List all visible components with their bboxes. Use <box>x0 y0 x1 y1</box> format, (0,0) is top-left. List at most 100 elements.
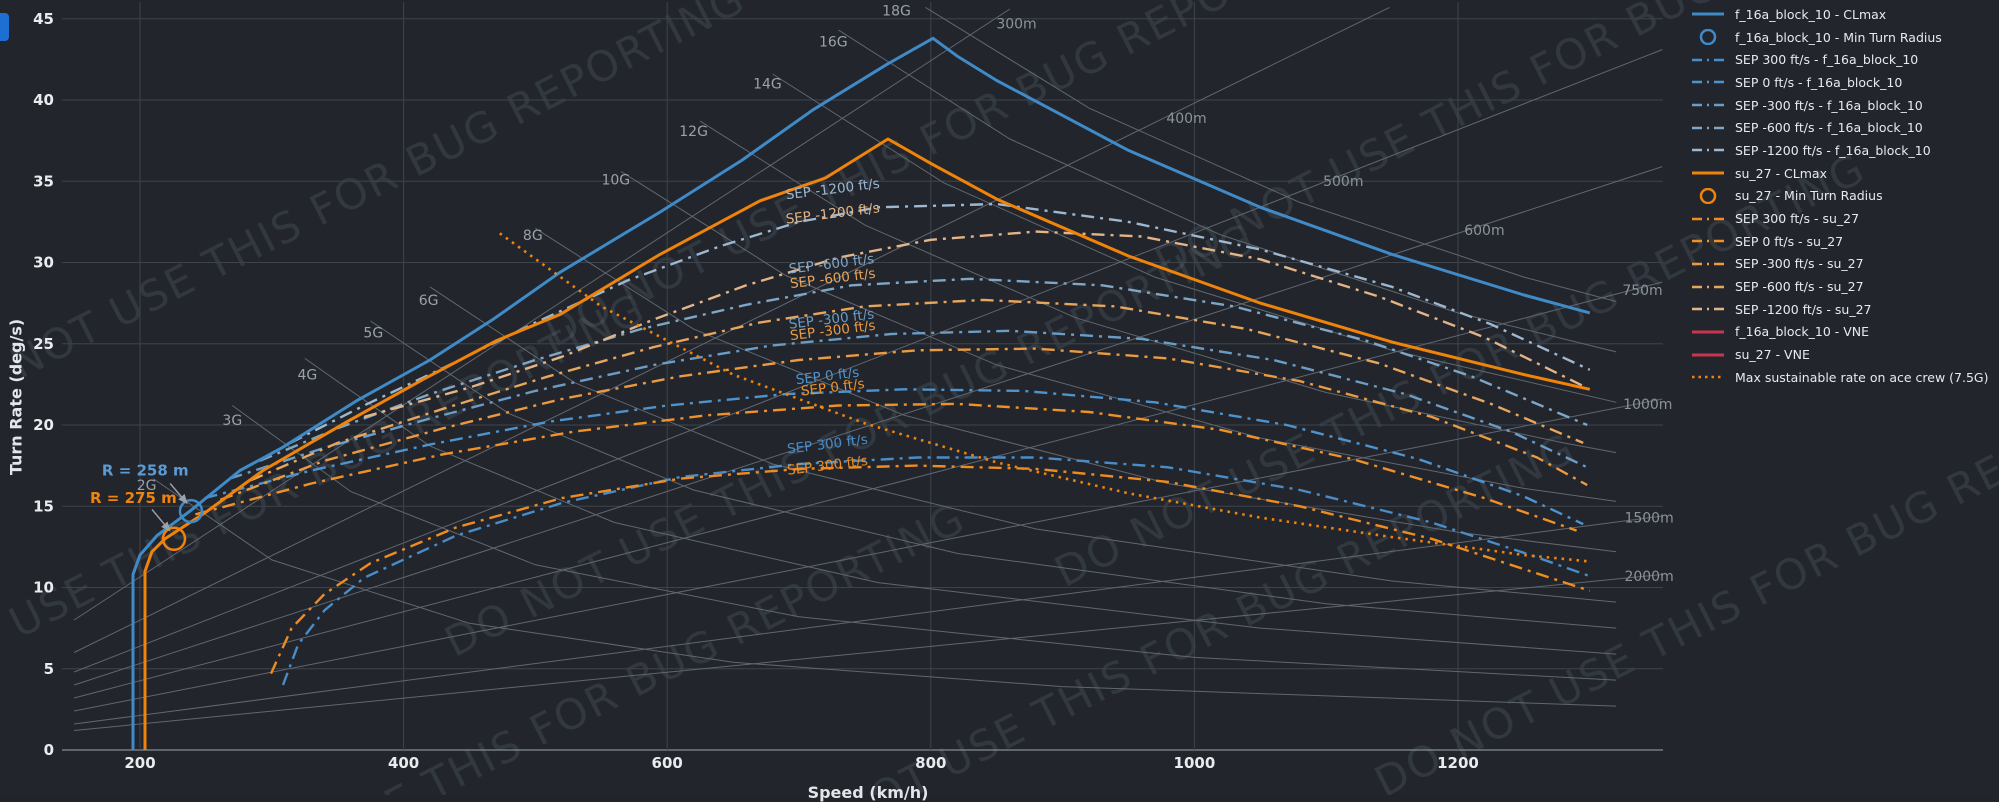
turn-radius-line <box>74 398 1663 712</box>
turn-radius-line <box>73 8 1011 621</box>
g-load-label: 18G <box>882 4 911 20</box>
legend-item[interactable]: SEP -300 ft/s - f_16a_block_10 <box>1690 94 1989 117</box>
series-f16-clmax <box>131 36 1591 750</box>
legend-swatch-dashdot-icon <box>1692 81 1724 84</box>
turn-radius-label: 300m <box>996 17 1036 33</box>
legend-item-label: SEP 300 ft/s - su_27 <box>1735 211 1860 227</box>
turn-radius-label: 1500m <box>1624 511 1673 527</box>
y-axis-title: Turn Rate (deg/s) <box>6 318 26 476</box>
legend-item[interactable]: SEP -300 ft/s - su_27 <box>1690 253 1989 276</box>
g-load-line <box>232 405 1617 681</box>
turn-radius-label: 500m <box>1323 174 1363 190</box>
legend-swatch-dashdot-icon <box>1692 262 1724 266</box>
legend-item-label: SEP -1200 ft/s - f_16a_block_10 <box>1735 142 1931 158</box>
series-f16-sep-n600 <box>259 277 1588 462</box>
legend-swatch-dotted-icon <box>1692 376 1724 379</box>
legend-swatch-dashdot-icon <box>1692 149 1724 152</box>
legend-swatch-dashdot-icon <box>1692 126 1724 130</box>
y-tick-label: 45 <box>33 10 54 28</box>
legend-item[interactable]: f_16a_block_10 - VNE <box>1690 321 1989 344</box>
g-load-label: 16G <box>819 34 848 50</box>
legend-item-label: Max sustainable rate on ace crew (7.5G) <box>1735 369 1989 385</box>
x-tick-label: 600 <box>652 754 683 772</box>
series-su27-sep-0 <box>195 402 1577 532</box>
legend-item[interactable]: SEP -600 ft/s - su_27 <box>1690 275 1989 298</box>
legend-item[interactable]: su_27 - Min Turn Radius <box>1690 185 1989 208</box>
legend-swatch-dashdot-icon <box>1692 58 1724 61</box>
grid-layer: 0 5 10 15 20 25 30 35 40 45 200 400 600 800 1000 1200 <box>33 2 1663 772</box>
legend-item-label: SEP -600 ft/s - su_27 <box>1735 279 1864 295</box>
legend-item[interactable]: SEP -600 ft/s - f_16a_block_10 <box>1690 116 1989 139</box>
legend-swatch-line-icon <box>1692 353 1724 357</box>
legend-item[interactable]: su_27 - CLmax <box>1690 162 1989 185</box>
y-tick-label: 15 <box>33 497 54 515</box>
legend-item-label: SEP 0 ft/s - su_27 <box>1735 233 1844 249</box>
legend: f_16a_block_10 - CLmax f_16a_block_10 - M… <box>1690 3 1989 389</box>
legend-item[interactable]: f_16a_block_10 - Min Turn Radius <box>1690 26 1989 49</box>
legend-item-label: SEP -600 ft/s - f_16a_block_10 <box>1735 120 1923 136</box>
g-load-label: 10G <box>601 173 630 189</box>
g-load-label: 8G <box>523 228 543 244</box>
g-load-line <box>925 6 1617 302</box>
legend-item[interactable]: SEP 300 ft/s - f_16a_block_10 <box>1690 48 1989 71</box>
legend-swatch-dashdot-icon <box>1692 103 1724 107</box>
legend-swatch-ring-icon <box>1699 187 1717 204</box>
g-load-line <box>152 478 1617 707</box>
annotation-arrow <box>151 509 171 532</box>
legend-item[interactable]: SEP -1200 ft/s - su_27 <box>1690 298 1989 321</box>
series-su27-clmax <box>143 137 1591 750</box>
g-load-line <box>838 29 1617 353</box>
legend-item-label: SEP -1200 ft/s - su_27 <box>1735 301 1872 317</box>
sep-curve-label: SEP 300 ft/s <box>786 453 868 479</box>
marker-su27-min-turn-radius <box>161 526 187 552</box>
legend-item[interactable]: SEP 300 ft/s - su_27 <box>1690 207 1989 230</box>
legend-swatch-ring-icon <box>1699 29 1717 46</box>
legend-item[interactable]: SEP 0 ft/s - f_16a_block_10 <box>1690 71 1989 94</box>
y-tick-label: 5 <box>44 660 54 678</box>
g-load-label: 5G <box>363 325 383 341</box>
legend-item-label: su_27 - VNE <box>1735 347 1810 363</box>
g-load-line <box>699 120 1617 454</box>
series-su27-sep-300 <box>269 464 1591 675</box>
marker-f16-min-turn-radius <box>178 498 204 524</box>
y-tick-label: 35 <box>33 172 54 190</box>
turn-radius-line <box>73 281 1663 699</box>
g-load-label: 6G <box>419 293 439 309</box>
turn-radius-line <box>73 49 1663 673</box>
legend-item[interactable]: f_16a_block_10 - CLmax <box>1690 3 1989 26</box>
x-tick-label: 200 <box>124 754 155 772</box>
legend-item-label: SEP -300 ft/s - f_16a_block_10 <box>1735 97 1923 113</box>
legend-item[interactable]: SEP 0 ft/s - su_27 <box>1690 230 1989 253</box>
legend-item-label: SEP 300 ft/s - f_16a_block_10 <box>1735 52 1919 68</box>
turn-radius-line <box>74 515 1663 725</box>
g-load-line <box>620 171 1617 502</box>
turn-radius-label: 750m <box>1622 283 1662 299</box>
series-f16-sep-n300 <box>229 329 1588 480</box>
legend-item-label: f_16a_block_10 - Min Turn Radius <box>1735 29 1942 45</box>
x-axis-title: Speed (km/h) <box>807 783 929 802</box>
legend-item[interactable]: Max sustainable rate on ace crew (7.5G) <box>1690 366 1989 389</box>
g-load-line <box>304 357 1617 655</box>
guide-lines-layer: 2G 3G 4G 5G 6G 8G 10G 12G 14G 16G 18G 300m 400m 500m 6… <box>73 4 1674 731</box>
legend-item-label: su_27 - Min Turn Radius <box>1735 188 1883 204</box>
legend-swatch-line-icon <box>1692 12 1724 16</box>
radius-annotation: R = 275 m <box>90 489 177 507</box>
y-tick-label: 20 <box>33 416 54 434</box>
g-load-line <box>535 227 1617 553</box>
y-tick-label: 0 <box>44 741 54 759</box>
series-layer <box>131 36 1591 750</box>
legend-item[interactable]: su_27 - VNE <box>1690 343 1989 366</box>
legend-item-label: su_27 - CLmax <box>1735 165 1827 181</box>
legend-swatch-line-icon <box>1692 171 1724 175</box>
g-load-label: 12G <box>679 124 708 140</box>
sep-curve-label: SEP -1200 ft/s <box>785 176 881 203</box>
left-edge-tab[interactable] <box>0 13 9 41</box>
g-load-label: 4G <box>298 368 318 384</box>
legend-item[interactable]: SEP -1200 ft/s - f_16a_block_10 <box>1690 139 1989 162</box>
sep-curve-label: SEP 0 ft/s <box>795 365 860 389</box>
g-load-line <box>370 320 1617 629</box>
series-f16-sep-0 <box>204 388 1584 526</box>
